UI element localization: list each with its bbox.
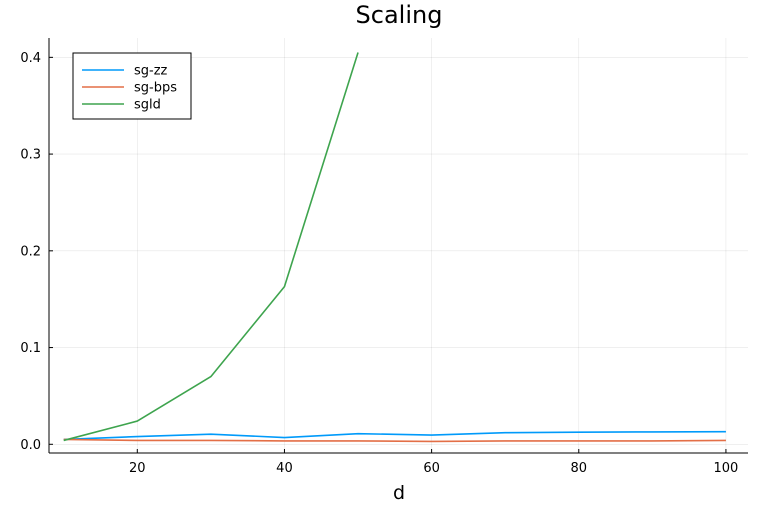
x-axis-label: d	[393, 482, 405, 504]
x-tick-label: 20	[129, 461, 146, 476]
y-tick-label: 0.3	[20, 148, 41, 163]
x-tick-label: 80	[570, 461, 587, 476]
series-layer	[63, 52, 726, 443]
y-tick-label: 0.4	[20, 51, 41, 66]
grid	[49, 38, 748, 453]
x-tick-label: 40	[276, 461, 293, 476]
legend-box	[72, 52, 192, 120]
x-tick-label: 60	[423, 461, 440, 476]
legend-label-sg-bps: sg-bps	[134, 81, 177, 96]
legend-label-sg-zz: sg-zz	[134, 64, 168, 79]
x-tick-label: 100	[714, 461, 739, 476]
series-line-sg-bps	[63, 438, 726, 443]
legend: sg-zz sg-bps sgld	[72, 52, 192, 120]
series-line-sgld	[63, 52, 359, 442]
axes	[48, 38, 748, 454]
y-tick-label: 0.0	[20, 438, 41, 453]
tick-labels: 20 40 60 80 100 0.0 0.1 0.2 0.3 0.4	[20, 51, 738, 476]
chart-title: Scaling	[356, 1, 443, 29]
y-tick-label: 0.1	[20, 341, 41, 356]
y-tick-label: 0.2	[20, 244, 41, 259]
series-line-sg-zz	[63, 430, 726, 441]
legend-label-sgld: sgld	[134, 98, 161, 113]
